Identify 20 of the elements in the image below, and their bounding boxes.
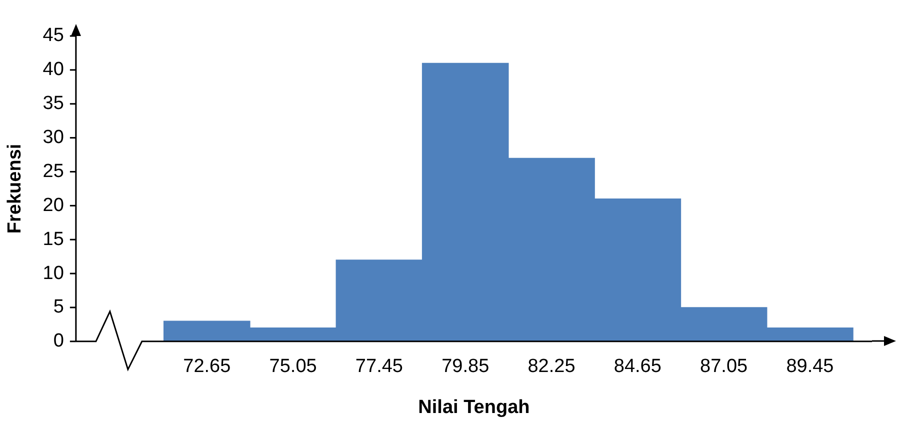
y-tick-label: 35 [42, 93, 64, 114]
y-tick-label: 10 [42, 262, 64, 284]
x-tick-label: 77.45 [355, 356, 403, 378]
y-tick-label: 15 [42, 228, 64, 250]
y-tick-label: 25 [42, 160, 64, 182]
y-tick-label: 20 [42, 194, 64, 216]
x-tick-label: 89.45 [786, 356, 834, 378]
x-tick-label: 75.05 [269, 356, 317, 378]
x-tick-label: 82.25 [528, 356, 576, 378]
x-tick-label: 72.65 [183, 356, 231, 378]
x-tick-label: 79.85 [442, 356, 490, 378]
y-tick-label: 30 [42, 127, 64, 148]
y-tick-label: 0 [53, 330, 64, 352]
y-tick-label: 40 [42, 59, 64, 80]
y-tick-label: 5 [53, 296, 64, 318]
x-tick-label: 87.05 [700, 356, 748, 378]
y-tick-label: 45 [42, 25, 64, 46]
x-tick-label: 84.65 [614, 356, 662, 378]
y-axis-title: Frekuensi [4, 144, 26, 234]
x-axis-title: Nilai Tengah [418, 396, 530, 418]
